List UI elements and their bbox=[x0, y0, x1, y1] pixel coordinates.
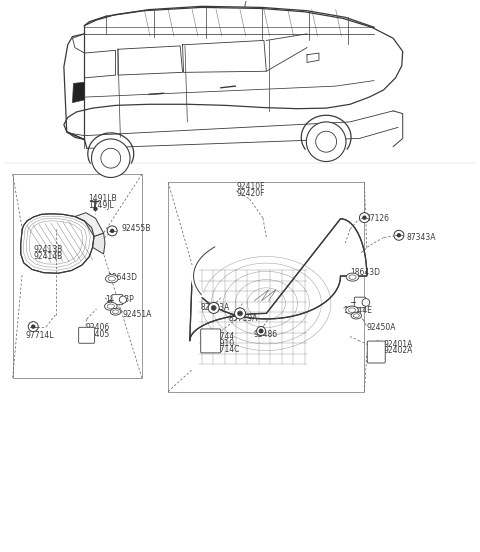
Polygon shape bbox=[72, 82, 84, 103]
Text: 92406: 92406 bbox=[86, 323, 110, 332]
FancyBboxPatch shape bbox=[201, 329, 221, 353]
Ellipse shape bbox=[108, 277, 115, 281]
FancyBboxPatch shape bbox=[354, 297, 366, 307]
Text: 87126: 87126 bbox=[365, 214, 389, 223]
Ellipse shape bbox=[349, 275, 356, 279]
Text: 92420F: 92420F bbox=[236, 189, 264, 198]
Text: 18643P: 18643P bbox=[105, 295, 134, 304]
Ellipse shape bbox=[346, 273, 359, 281]
Text: 92401A: 92401A bbox=[384, 339, 413, 349]
Text: 92405: 92405 bbox=[86, 330, 110, 339]
Text: 18643D: 18643D bbox=[107, 273, 137, 282]
Circle shape bbox=[110, 229, 114, 233]
Circle shape bbox=[235, 308, 245, 319]
Circle shape bbox=[362, 299, 370, 306]
Circle shape bbox=[211, 305, 216, 310]
Text: 92402A: 92402A bbox=[384, 346, 413, 355]
Circle shape bbox=[92, 139, 130, 178]
Circle shape bbox=[107, 226, 117, 236]
Text: 92455B: 92455B bbox=[122, 224, 151, 233]
Text: 97714L: 97714L bbox=[25, 331, 54, 340]
Text: 92410F: 92410F bbox=[236, 182, 264, 192]
Ellipse shape bbox=[353, 314, 360, 317]
Text: 82423A: 82423A bbox=[201, 304, 230, 312]
Text: 87343A: 87343A bbox=[407, 233, 436, 242]
Ellipse shape bbox=[348, 308, 356, 312]
Circle shape bbox=[93, 206, 97, 211]
Circle shape bbox=[238, 311, 242, 316]
Ellipse shape bbox=[346, 306, 358, 314]
Text: 92451A: 92451A bbox=[123, 310, 152, 319]
Text: 92486: 92486 bbox=[253, 330, 277, 339]
Text: 92413B: 92413B bbox=[33, 245, 62, 254]
Circle shape bbox=[208, 302, 219, 314]
Circle shape bbox=[31, 325, 36, 329]
Ellipse shape bbox=[110, 309, 121, 315]
Circle shape bbox=[259, 329, 263, 333]
Text: 18643D: 18643D bbox=[350, 268, 380, 277]
Circle shape bbox=[257, 327, 265, 336]
Polygon shape bbox=[21, 214, 94, 273]
Polygon shape bbox=[190, 219, 367, 341]
Circle shape bbox=[238, 311, 242, 316]
Text: 92414B: 92414B bbox=[33, 252, 62, 261]
Circle shape bbox=[394, 230, 404, 240]
Circle shape bbox=[396, 233, 401, 237]
Text: 85714C: 85714C bbox=[210, 345, 240, 354]
FancyBboxPatch shape bbox=[79, 327, 95, 343]
Polygon shape bbox=[93, 233, 105, 254]
Circle shape bbox=[28, 322, 38, 332]
Circle shape bbox=[362, 215, 367, 220]
Circle shape bbox=[316, 131, 336, 152]
FancyBboxPatch shape bbox=[112, 295, 123, 305]
Circle shape bbox=[360, 213, 370, 222]
Text: 85719A: 85719A bbox=[228, 315, 258, 323]
Bar bbox=[12, 174, 142, 378]
Circle shape bbox=[306, 122, 346, 162]
Circle shape bbox=[212, 306, 216, 310]
Text: 92450A: 92450A bbox=[366, 323, 396, 332]
Circle shape bbox=[259, 329, 263, 333]
Ellipse shape bbox=[107, 304, 114, 309]
Ellipse shape bbox=[351, 312, 361, 319]
Ellipse shape bbox=[106, 275, 118, 283]
Circle shape bbox=[120, 296, 127, 303]
Text: 1249JL: 1249JL bbox=[88, 201, 114, 210]
Ellipse shape bbox=[113, 310, 119, 314]
Ellipse shape bbox=[105, 302, 117, 310]
Bar bbox=[168, 182, 364, 391]
FancyBboxPatch shape bbox=[367, 341, 385, 363]
Polygon shape bbox=[75, 213, 104, 236]
Circle shape bbox=[101, 148, 120, 168]
Text: 18644E: 18644E bbox=[343, 306, 372, 315]
Text: 86910: 86910 bbox=[210, 338, 234, 348]
Text: 85744: 85744 bbox=[210, 332, 235, 341]
Text: 1491LB: 1491LB bbox=[88, 194, 117, 204]
